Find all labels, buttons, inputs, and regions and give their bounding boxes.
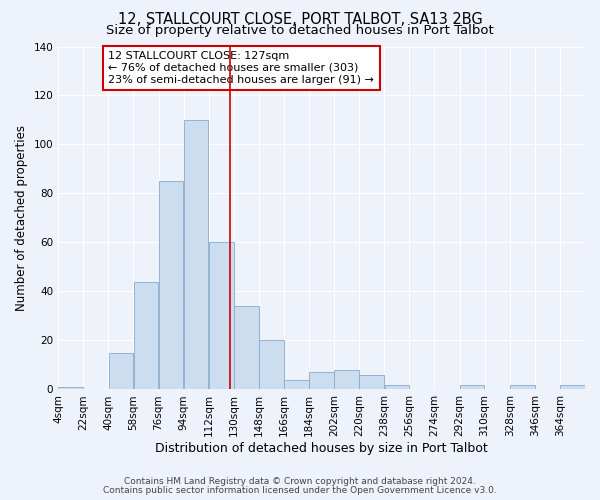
Text: Size of property relative to detached houses in Port Talbot: Size of property relative to detached ho… [106,24,494,37]
Bar [284,380,309,390]
Bar [334,370,359,390]
Bar [209,242,233,390]
Bar [359,375,384,390]
Bar [259,340,284,390]
Text: Contains HM Land Registry data © Crown copyright and database right 2024.: Contains HM Land Registry data © Crown c… [124,477,476,486]
Bar [309,372,334,390]
X-axis label: Distribution of detached houses by size in Port Talbot: Distribution of detached houses by size … [155,442,488,455]
Bar [184,120,208,390]
Text: 12, STALLCOURT CLOSE, PORT TALBOT, SA13 2BG: 12, STALLCOURT CLOSE, PORT TALBOT, SA13 … [118,12,482,28]
Bar [134,282,158,390]
Bar [560,384,585,390]
Bar [460,384,484,390]
Bar [510,384,535,390]
Text: 12 STALLCOURT CLOSE: 127sqm
← 76% of detached houses are smaller (303)
23% of se: 12 STALLCOURT CLOSE: 127sqm ← 76% of det… [109,52,374,84]
Text: Contains public sector information licensed under the Open Government Licence v3: Contains public sector information licen… [103,486,497,495]
Bar [159,181,184,390]
Bar [385,384,409,390]
Bar [109,352,133,390]
Y-axis label: Number of detached properties: Number of detached properties [15,125,28,311]
Bar [58,387,83,390]
Bar [234,306,259,390]
